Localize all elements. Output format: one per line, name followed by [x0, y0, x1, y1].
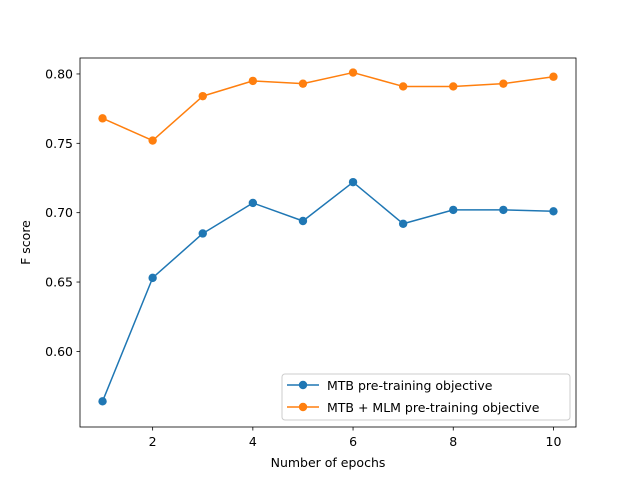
- legend-marker-0: [298, 380, 308, 390]
- data-point: [248, 198, 258, 208]
- x-tick-label: 4: [249, 434, 257, 449]
- data-point: [449, 82, 458, 91]
- legend-marker-1: [298, 402, 308, 412]
- data-point: [499, 79, 508, 88]
- y-axis: 0.60 0.65 0.70 0.75 0.80: [45, 66, 80, 359]
- x-tick-label: 6: [349, 434, 357, 449]
- data-point: [298, 79, 308, 88]
- data-point: [449, 205, 458, 215]
- data-point: [248, 76, 258, 86]
- series-line-1: [102, 71, 554, 142]
- x-axis: 2 4 6 8 10: [149, 427, 562, 449]
- x-tick-label: 8: [449, 434, 457, 449]
- y-axis-label: F score: [18, 220, 33, 265]
- data-point: [198, 229, 207, 238]
- legend-label-1: MTB + MLM pre-training objective: [327, 400, 540, 415]
- data-point: [98, 397, 107, 406]
- data-point: [348, 68, 358, 77]
- y-tick-label: 0.80: [45, 66, 73, 81]
- legend: MTB pre-training objective MTB + MLM pre…: [281, 373, 571, 421]
- data-point: [198, 91, 207, 101]
- data-point: [348, 177, 358, 187]
- legend-label-0: MTB pre-training objective: [327, 378, 493, 393]
- y-tick-label: 0.70: [45, 205, 73, 220]
- x-tick-label: 10: [546, 434, 562, 449]
- x-tick-label: 2: [149, 434, 157, 449]
- data-point: [398, 82, 408, 91]
- y-tick-label: 0.60: [45, 344, 73, 359]
- data-point: [549, 72, 558, 81]
- data-point: [499, 205, 508, 215]
- data-point: [549, 207, 558, 216]
- y-tick-label: 0.75: [45, 136, 73, 151]
- series-line-0: [101, 181, 554, 402]
- x-axis-label: Number of epochs: [271, 455, 386, 470]
- legend-box: [281, 373, 571, 421]
- data-point: [148, 273, 157, 283]
- data-point: [398, 219, 408, 228]
- y-tick-label: 0.65: [45, 275, 73, 290]
- data-point: [98, 114, 107, 123]
- data-point: [298, 216, 308, 226]
- series-layer: [98, 68, 558, 406]
- data-point: [148, 136, 157, 145]
- plot-frame: [79, 57, 577, 428]
